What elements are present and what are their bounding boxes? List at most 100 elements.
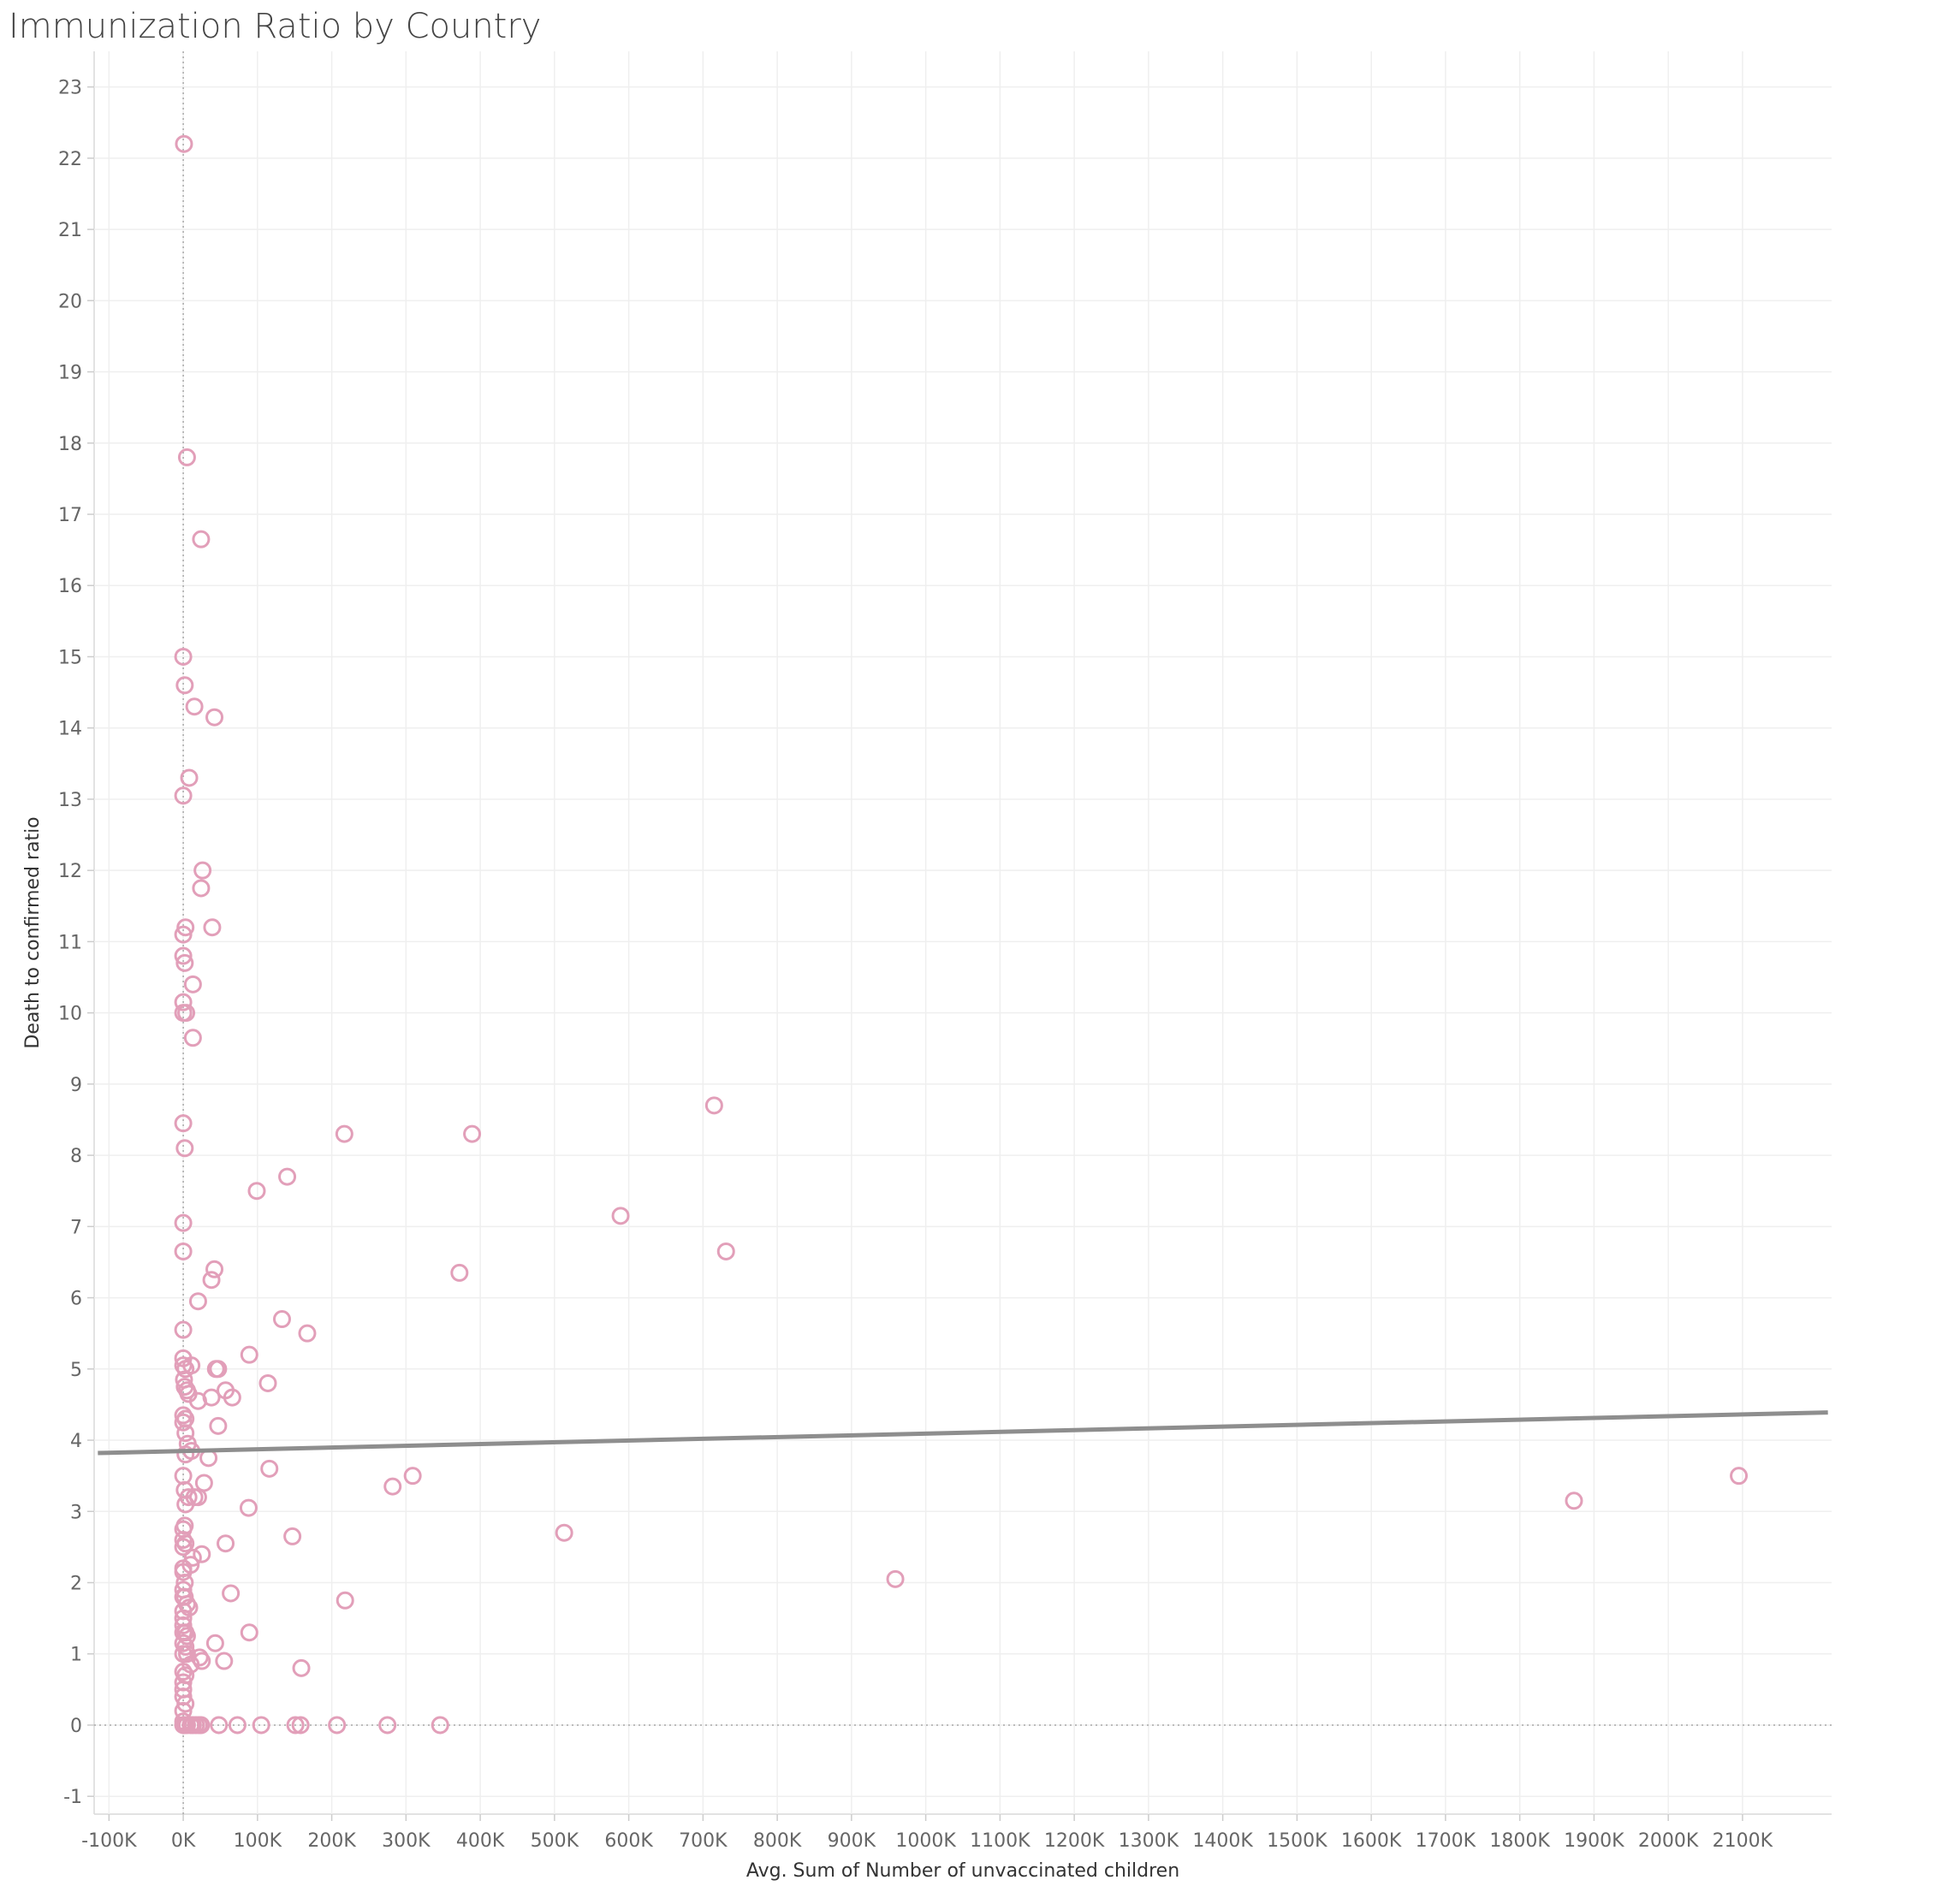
y-tick-label: 18 xyxy=(58,434,82,455)
data-point xyxy=(205,708,224,727)
data-point xyxy=(174,925,193,944)
data-point xyxy=(175,1139,194,1158)
data-point xyxy=(611,1207,630,1225)
data-point xyxy=(247,1182,266,1201)
data-point xyxy=(240,1345,258,1364)
y-axis-title: Death to confirmed ratio xyxy=(22,816,44,1048)
data-point xyxy=(1565,1492,1583,1510)
data-point xyxy=(403,1467,422,1486)
y-tick-label: 9 xyxy=(70,1075,82,1096)
data-point xyxy=(202,1388,221,1407)
x-tick-label: 1300K xyxy=(1119,1830,1179,1852)
y-tick-label: 14 xyxy=(58,719,82,740)
data-point xyxy=(174,1242,193,1260)
y-tick-label: 23 xyxy=(58,78,82,99)
data-point xyxy=(378,1716,397,1735)
data-point xyxy=(1730,1467,1749,1486)
x-tick-label: 800K xyxy=(753,1830,802,1852)
data-point xyxy=(228,1716,246,1735)
data-point xyxy=(205,1260,224,1278)
data-point xyxy=(179,1488,198,1507)
x-tick-label: 700K xyxy=(679,1830,728,1852)
y-tick-label: 20 xyxy=(58,291,82,312)
x-tick-label: 1800K xyxy=(1489,1830,1550,1852)
data-point xyxy=(174,786,193,805)
y-tick-label: 10 xyxy=(58,1004,82,1025)
axis-ticks: -100K 0K 100K 200K 300K 400K 500K 600K 700K 800K 9… xyxy=(58,78,1773,1852)
data-point xyxy=(174,946,193,965)
data-point xyxy=(192,879,211,898)
data-point xyxy=(260,1459,279,1478)
data-point xyxy=(183,1548,202,1567)
y-tick-label: 22 xyxy=(58,149,82,170)
data-point xyxy=(431,1716,449,1735)
data-point xyxy=(185,697,204,716)
data-point xyxy=(188,1488,207,1507)
y-tick-label: 15 xyxy=(58,647,82,668)
y-tick-label: 21 xyxy=(58,220,82,241)
data-point xyxy=(286,1716,305,1735)
data-point xyxy=(177,1645,196,1664)
x-tick-label: 0K xyxy=(171,1830,196,1852)
x-tick-label: 2100K xyxy=(1713,1830,1773,1852)
chart-title: Immunization Ratio by Country xyxy=(9,7,542,46)
data-point xyxy=(202,1271,221,1290)
x-tick-label: 1700K xyxy=(1416,1830,1476,1852)
data-point xyxy=(193,861,212,880)
y-tick-label: 3 xyxy=(70,1502,82,1523)
data-point xyxy=(193,1545,211,1563)
data-point xyxy=(383,1477,402,1496)
x-tick-label: 400K xyxy=(456,1830,505,1852)
x-tick-label: 600K xyxy=(604,1830,653,1852)
data-point xyxy=(182,1356,201,1375)
x-tick-label: 1900K xyxy=(1564,1830,1624,1852)
x-tick-label: 1000K xyxy=(895,1830,956,1852)
data-point xyxy=(335,1124,353,1143)
y-tick-label: 17 xyxy=(58,505,82,526)
data-point xyxy=(180,768,199,787)
data-point xyxy=(283,1527,302,1545)
data-point xyxy=(886,1569,905,1588)
x-tick-label: 100K xyxy=(234,1830,282,1852)
data-point xyxy=(192,530,211,549)
y-tick-label: 6 xyxy=(70,1289,82,1310)
data-point xyxy=(193,1652,211,1670)
y-tick-label: 7 xyxy=(70,1217,82,1238)
x-tick-label: 300K xyxy=(382,1830,431,1852)
y-tick-label: 16 xyxy=(58,576,82,597)
data-point xyxy=(555,1523,573,1542)
data-point xyxy=(291,1716,310,1735)
data-point xyxy=(222,1584,241,1603)
data-point xyxy=(183,1029,202,1047)
y-tick-label: 5 xyxy=(70,1360,82,1381)
data-point xyxy=(252,1716,270,1735)
y-tick-label: 19 xyxy=(58,363,82,384)
data-point xyxy=(188,1292,207,1311)
data-points xyxy=(174,134,1749,1735)
x-tick-label: 1200K xyxy=(1044,1830,1105,1852)
data-point xyxy=(209,1360,228,1379)
y-tick-label: 0 xyxy=(70,1716,82,1737)
y-tick-label: 2 xyxy=(70,1573,82,1594)
x-tick-label: 1600K xyxy=(1341,1830,1402,1852)
data-point xyxy=(217,1534,235,1553)
trend-line-group xyxy=(98,1410,1828,1456)
data-point xyxy=(175,953,194,972)
x-tick-label: 1500K xyxy=(1267,1830,1327,1852)
x-tick-label: 900K xyxy=(828,1830,876,1852)
y-tick-label: 4 xyxy=(70,1431,82,1452)
data-point xyxy=(336,1591,354,1610)
y-tick-label: 1 xyxy=(70,1645,82,1666)
data-point xyxy=(240,1623,258,1642)
data-point xyxy=(174,1213,193,1232)
data-point xyxy=(298,1324,317,1343)
data-point xyxy=(174,1114,193,1133)
trend-line xyxy=(98,1410,1828,1456)
grid-lines xyxy=(93,51,1832,1815)
data-point xyxy=(215,1652,234,1670)
data-point xyxy=(450,1263,469,1282)
data-point xyxy=(292,1658,311,1677)
y-tick-label: 13 xyxy=(58,790,82,811)
data-point xyxy=(183,975,202,993)
